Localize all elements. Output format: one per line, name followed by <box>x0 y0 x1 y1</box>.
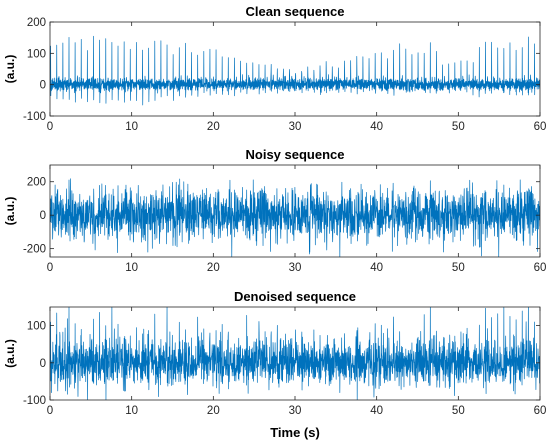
chart-title: Clean sequence <box>246 4 345 19</box>
y-tick-label: 100 <box>27 321 46 333</box>
x-tick-label: 30 <box>289 405 302 417</box>
y-axis-label: (a.u.) <box>3 197 17 226</box>
chart-title: Denoised sequence <box>234 289 356 304</box>
x-tick-label: 40 <box>370 262 383 274</box>
x-tick-label: 60 <box>534 121 547 133</box>
x-axis-label: Time (s) <box>270 425 320 440</box>
x-tick-label: 30 <box>289 262 302 274</box>
y-tick-label: 200 <box>27 17 46 29</box>
y-axis-label: (a.u.) <box>3 55 17 84</box>
x-tick-label: 40 <box>370 121 383 133</box>
x-tick-label: 60 <box>534 405 547 417</box>
axes-box-1 <box>49 21 541 117</box>
y-tick-label: -100 <box>23 395 46 407</box>
signal-line-3 <box>50 307 540 400</box>
signal-line-1 <box>50 35 540 106</box>
x-tick-label: 20 <box>207 262 220 274</box>
x-tick-label: 50 <box>452 121 465 133</box>
x-tick-label: 10 <box>125 405 138 417</box>
y-tick-label: 200 <box>27 177 46 189</box>
x-tick-label: 40 <box>370 405 383 417</box>
chart-title: Noisy sequence <box>246 147 345 162</box>
x-tick-label: 10 <box>125 262 138 274</box>
y-tick-label: 0 <box>40 80 46 92</box>
y-tick-label: -200 <box>23 244 46 256</box>
y-tick-label: 0 <box>40 210 46 222</box>
x-tick-label: 0 <box>47 121 53 133</box>
x-tick-label: 50 <box>452 262 465 274</box>
x-tick-label: 10 <box>125 121 138 133</box>
y-tick-label: 0 <box>40 358 46 370</box>
y-tick-label: -100 <box>23 111 46 123</box>
y-axis-label: (a.u.) <box>3 339 17 368</box>
x-tick-label: 0 <box>47 262 53 274</box>
y-tick-label: 100 <box>27 48 46 60</box>
x-tick-label: 20 <box>207 405 220 417</box>
x-tick-label: 50 <box>452 405 465 417</box>
x-tick-label: 60 <box>534 262 547 274</box>
x-tick-label: 30 <box>289 121 302 133</box>
x-tick-label: 20 <box>207 121 220 133</box>
x-tick-label: 0 <box>47 405 53 417</box>
signal-line-2 <box>50 178 540 257</box>
